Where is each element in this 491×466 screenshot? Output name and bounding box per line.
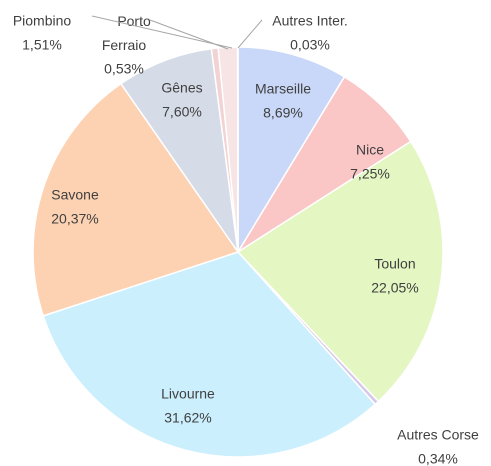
pie-slice [236, 140, 444, 403]
pie-slice [237, 46, 346, 255]
value-label: 0,03% [290, 37, 330, 53]
leader-line [237, 19, 263, 49]
category-label: Savone [51, 187, 99, 203]
category-label: Autres Corse [397, 427, 479, 443]
value-label: 20,37% [51, 211, 98, 227]
slices [32, 46, 444, 458]
value-label: 22,05% [371, 280, 418, 296]
labels: Marseille 8,69% Nice 7,25% Toulon 22,05% Autre… [13, 13, 479, 466]
pie-slice [42, 251, 377, 458]
pie-slice [119, 47, 239, 253]
value-label: 0,53% [104, 61, 144, 77]
value-label: 7,25% [350, 166, 390, 182]
category-label: Piombino [13, 13, 72, 29]
value-label: 0,34% [418, 451, 458, 466]
category-label: Marseille [255, 81, 311, 97]
category-label: Nice [356, 142, 384, 158]
value-label: 1,51% [22, 37, 62, 53]
category-label: Porto Ferraio [102, 13, 155, 53]
category-label: Toulon [374, 256, 415, 272]
value-label: 8,69% [263, 105, 303, 121]
category-label: Autres Inter. [272, 13, 347, 29]
category-label: Gênes [161, 80, 202, 96]
value-label: 7,60% [162, 104, 202, 120]
pie-slice [32, 82, 240, 317]
value-label: 31,62% [164, 410, 211, 426]
leader-line [91, 15, 233, 49]
category-label: Livourne [161, 386, 215, 402]
